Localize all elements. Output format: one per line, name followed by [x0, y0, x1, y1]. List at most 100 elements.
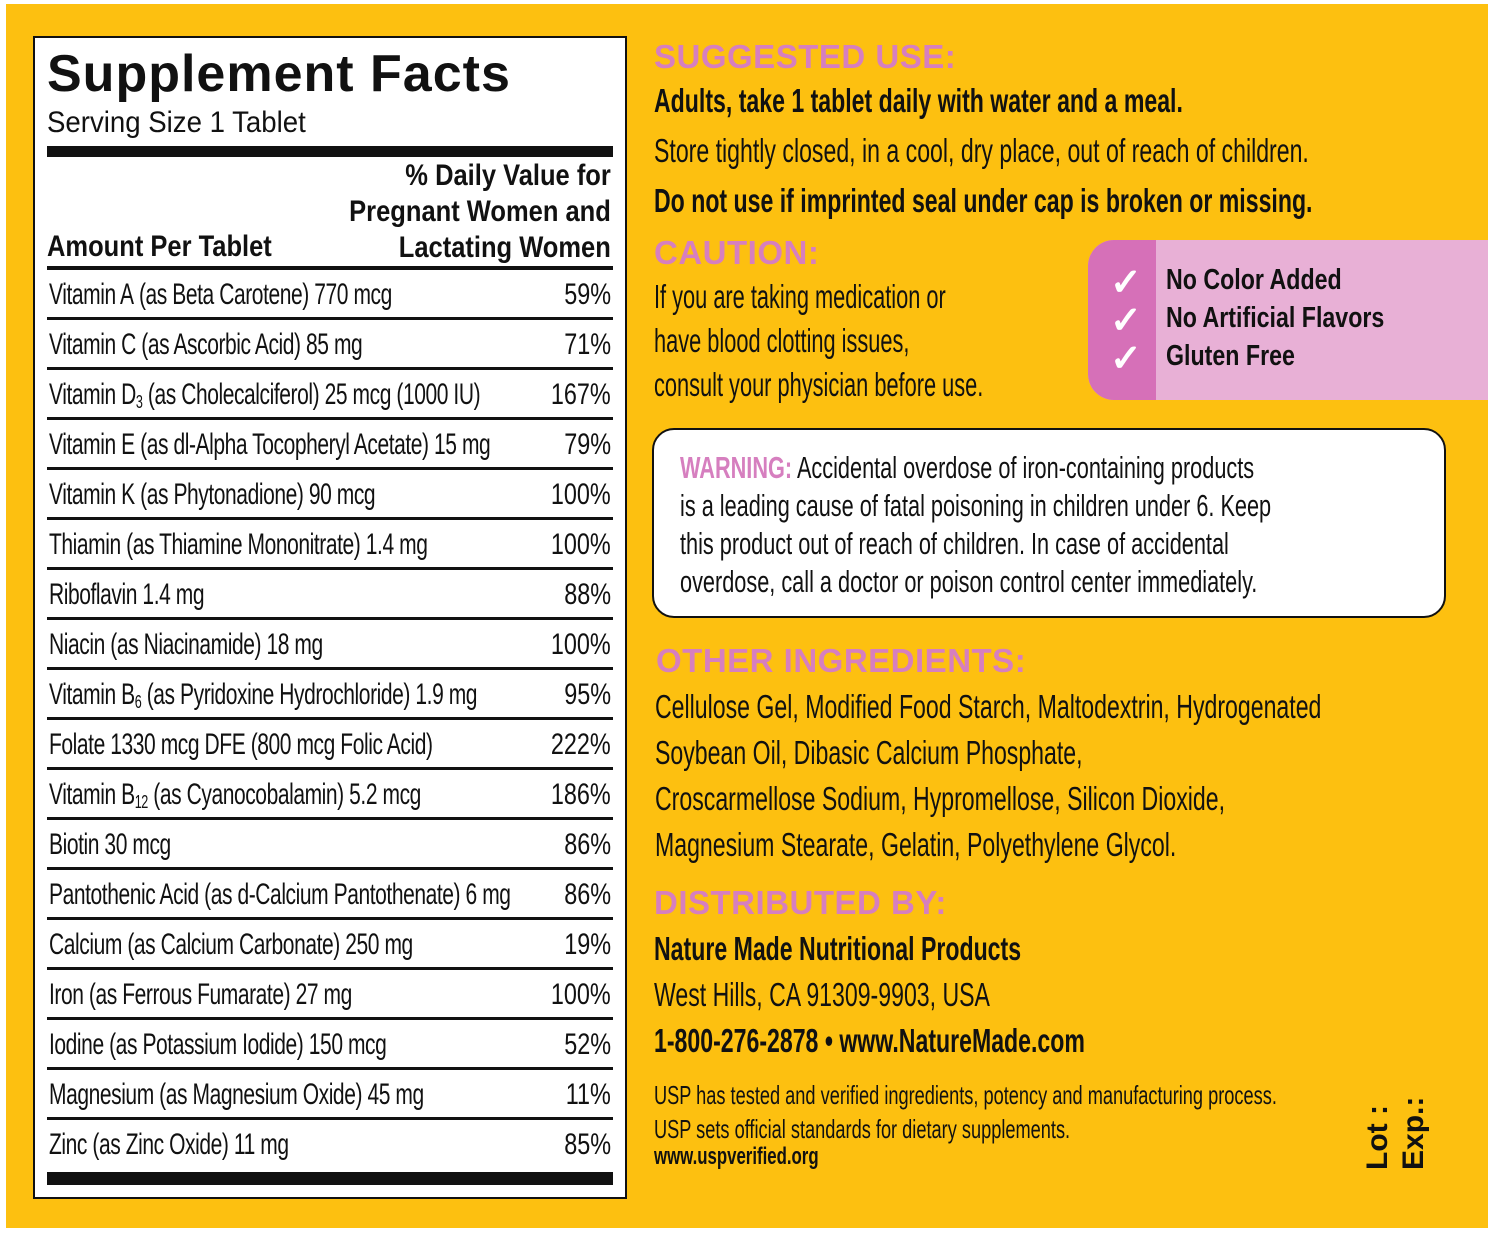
nutrient-label: Vitamin C: [49, 328, 136, 361]
nutrient-name: Vitamin A (as Beta Carotene) 770 mcg: [49, 278, 392, 313]
company-contact[interactable]: 1-800-276-2878 • www.NatureMade.com: [654, 1022, 1085, 1059]
daily-value: 85%: [564, 1128, 611, 1161]
seal-line: Do not use if imprinted seal under cap i…: [654, 182, 1313, 219]
nutrient-label: Pantothenic Acid: [49, 878, 199, 911]
nutrient-label: Vitamin D: [49, 378, 136, 411]
nutrient-row: Iron (as Ferrous Fumarate) 27 mg 100%: [47, 970, 613, 1020]
nutrient-name: Magnesium (as Magnesium Oxide) 45 mg: [49, 1078, 424, 1113]
nutrient-row: Niacin (as Niacinamide) 18 mg 100%: [47, 620, 613, 670]
supplement-facts-panel: Supplement Facts Serving Size 1 Tablet %…: [33, 36, 627, 1199]
nutrient-name: Niacin (as Niacinamide) 18 mg: [49, 628, 323, 663]
nutrient-amount: 1330 mcg DFE (800 mcg Folic Acid): [104, 728, 433, 761]
warning-line: Accidental overdose of iron-containing p…: [792, 450, 1255, 485]
nutrient-name: Vitamin E (as dl-Alpha Tocopheryl Acetat…: [49, 428, 491, 463]
nutrient-row: Vitamin K (as Phytonadione) 90 mcg 100%: [47, 470, 613, 520]
claim-text: No Color Added: [1166, 264, 1342, 296]
nutrient-label: Iodine: [49, 1028, 104, 1061]
usp-line: USP sets official standards for dietary …: [654, 1114, 1071, 1144]
nutrient-amount: (as Ferrous Fumarate) 27 mg: [83, 978, 352, 1011]
nutrient-name: Pantothenic Acid (as d-Calcium Pantothen…: [49, 878, 511, 913]
nutrient-name: Vitamin C (as Ascorbic Acid) 85 mg: [49, 328, 363, 363]
daily-value: 71%: [564, 328, 611, 361]
daily-value: 100%: [551, 478, 611, 511]
daily-value: 95%: [564, 678, 611, 711]
nutrient-label: Zinc: [49, 1128, 87, 1161]
nutrient-label: Iron: [49, 978, 84, 1011]
badge-side: [1088, 240, 1156, 400]
nutrient-amount: (as Cyanocobalamin) 5.2 mcg: [147, 778, 421, 811]
nutrient-label: Folate: [49, 728, 105, 761]
nutrient-subscript: 12: [134, 792, 149, 812]
nutrient-label: Biotin: [49, 828, 100, 861]
nutrient-row: Folate 1330 mcg DFE (800 mcg Folic Acid)…: [47, 720, 613, 770]
nutrient-name: Vitamin D3 (as Cholecalciferol) 25 mcg (…: [49, 378, 481, 413]
usp-line: USP has tested and verified ingredients,…: [654, 1080, 1277, 1110]
amount-header: Amount Per Tablet: [47, 230, 272, 263]
checkmark-icon: ✓: [1110, 300, 1142, 342]
daily-value-header: % Daily Value for Pregnant Women and Lac…: [349, 158, 611, 266]
daily-value: 59%: [564, 278, 611, 311]
nutrient-amount: (as Pyridoxine Hydrochloride) 1.9 mg: [141, 678, 478, 711]
warning-box: WARNING: Accidental overdose of iron-con…: [652, 428, 1446, 618]
nutrient-row: Vitamin A (as Beta Carotene) 770 mcg 59%: [47, 270, 613, 320]
ingredients-line: Magnesium Stearate, Gelatin, Polyethylen…: [655, 826, 1177, 863]
nutrient-amount: (as Ascorbic Acid) 85 mg: [135, 328, 363, 361]
nutrient-amount: (as Beta Carotene) 770 mcg: [133, 278, 392, 311]
nutrient-label: Niacin: [49, 628, 105, 661]
nutrient-amount: (as Phytonadione) 90 mcg: [134, 478, 376, 511]
nutrient-label: Vitamin A: [49, 278, 134, 311]
daily-value: 100%: [551, 628, 611, 661]
nutrient-label: Magnesium: [49, 1078, 154, 1111]
nutrient-amount: (as Calcium Carbonate) 250 mg: [121, 928, 413, 961]
suggested-use-line: Adults, take 1 tablet daily with water a…: [654, 82, 1183, 119]
nutrient-name: Iodine (as Potassium Iodide) 150 mcg: [49, 1028, 387, 1063]
daily-value: 19%: [564, 928, 611, 961]
nutrient-row: Biotin 30 mcg 86%: [47, 820, 613, 870]
usp-url[interactable]: www.uspverified.org: [654, 1143, 819, 1170]
lot-exp-area: Lot : Exp.:: [1360, 1097, 1432, 1170]
caution-line: If you are taking medication or: [654, 278, 946, 315]
nutrient-amount: (as Thiamine Mononitrate) 1.4 mg: [120, 528, 428, 561]
nutrient-amount: (as Potassium Iodide) 150 mcg: [103, 1028, 387, 1061]
divider: [47, 266, 613, 270]
nutrient-name: Folate 1330 mcg DFE (800 mcg Folic Acid): [49, 728, 433, 763]
warning-label: WARNING:: [680, 450, 793, 485]
nutrient-label: Calcium: [49, 928, 122, 961]
nutrient-amount: (as Zinc Oxide) 11 mg: [86, 1128, 289, 1161]
nutrient-amount: 30 mcg: [99, 828, 171, 861]
nutrient-label: Vitamin E: [49, 428, 135, 461]
nutrient-subscript: 3: [135, 392, 143, 412]
nutrient-row: Zinc (as Zinc Oxide) 11 mg 85%: [47, 1120, 613, 1170]
daily-value: 86%: [564, 828, 611, 861]
nutrient-table: Vitamin A (as Beta Carotene) 770 mcg 59% V…: [47, 270, 613, 1170]
nutrient-label: Vitamin B: [49, 678, 135, 711]
daily-value: 79%: [564, 428, 611, 461]
nutrient-amount: (as d-Calcium Pantothenate) 6 mg: [198, 878, 511, 911]
daily-value: 186%: [551, 778, 611, 811]
daily-value: 52%: [564, 1028, 611, 1061]
nutrient-name: Calcium (as Calcium Carbonate) 250 mg: [49, 928, 413, 963]
daily-value: 100%: [551, 978, 611, 1011]
nutrient-amount: (as Magnesium Oxide) 45 mg: [153, 1078, 424, 1111]
daily-value: 11%: [565, 1078, 611, 1111]
other-ingredients-heading: OTHER INGREDIENTS:: [656, 642, 1027, 679]
nutrient-row: Iodine (as Potassium Iodide) 150 mcg 52%: [47, 1020, 613, 1070]
claim-text: No Artificial Flavors: [1166, 302, 1385, 334]
claims-badge: ✓ ✓ ✓ No Color Added No Artificial Flavo…: [1088, 240, 1488, 400]
ingredients-line: Croscarmellose Sodium, Hypromellose, Sil…: [655, 780, 1226, 817]
nutrient-amount: (as Cholecalciferol) 25 mcg (1000 IU): [142, 378, 481, 411]
nutrient-label: Vitamin B: [49, 778, 135, 811]
nutrient-row: Thiamin (as Thiamine Mononitrate) 1.4 mg…: [47, 520, 613, 570]
warning-line: this product out of reach of children. I…: [680, 526, 1229, 561]
nutrient-name: Iron (as Ferrous Fumarate) 27 mg: [49, 978, 352, 1013]
daily-value: 222%: [551, 728, 611, 761]
nutrient-name: Vitamin K (as Phytonadione) 90 mcg: [49, 478, 376, 513]
checkmark-icon: ✓: [1110, 338, 1142, 380]
exp-label: Exp.:: [1397, 1096, 1430, 1170]
dv-header-line: % Daily Value for: [405, 159, 611, 192]
company-address: West Hills, CA 91309-9903, USA: [654, 976, 990, 1013]
caution-heading: CAUTION:: [654, 234, 820, 271]
serving-size: Serving Size 1 Tablet: [47, 106, 306, 139]
daily-value: 167%: [551, 378, 611, 411]
storage-line: Store tightly closed, in a cool, dry pla…: [654, 132, 1309, 169]
